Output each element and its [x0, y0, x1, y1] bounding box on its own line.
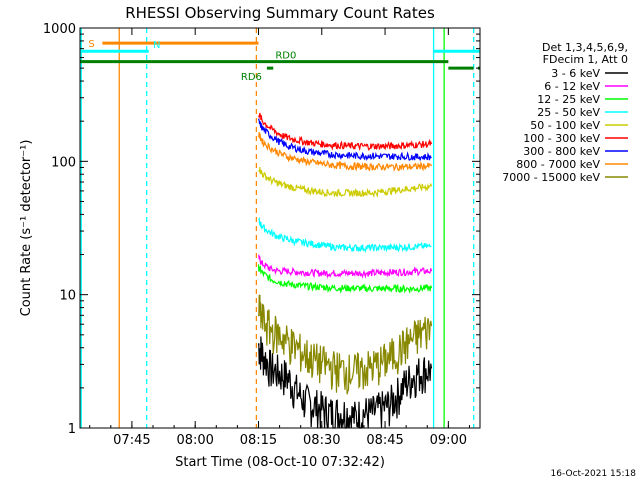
legend-entry-6: 300 - 800 keV — [523, 145, 600, 158]
legend-entry-7: 800 - 7000 keV — [516, 158, 600, 171]
x-tick-label-5: 09:00 — [430, 433, 467, 448]
x-tick-label-4: 08:45 — [366, 433, 403, 448]
series-line-8 — [257, 294, 433, 395]
series-line-0 — [257, 336, 433, 429]
y-tick-label-2: 100 — [51, 155, 76, 170]
vertical-markers — [80, 28, 475, 428]
x-tick-label-2: 08:15 — [240, 433, 277, 448]
series-lines — [257, 112, 433, 429]
status-flag-label-n: N — [153, 40, 160, 51]
x-tick-label-1: 08:00 — [176, 433, 213, 448]
legend-entry-4: 50 - 100 keV — [530, 119, 600, 132]
series-line-6 — [257, 118, 432, 161]
legend-entry-0: 3 - 6 keV — [551, 67, 600, 80]
y-tick-label-3: 1000 — [43, 22, 76, 37]
legend-header-0: Det 1,3,4,5,6,9, — [542, 41, 628, 54]
x-tick-label-3: 08:30 — [303, 433, 340, 448]
legend-header-1: FDecim 1, Att 0 — [543, 53, 628, 66]
legend: Det 1,3,4,5,6,9,FDecim 1, Att 03 - 6 keV… — [502, 41, 628, 184]
legend-entry-3: 25 - 50 keV — [537, 106, 600, 119]
y-tick-label-1: 10 — [59, 289, 76, 304]
series-line-4 — [258, 167, 433, 198]
series-line-1 — [258, 254, 433, 279]
footer-timestamp: 16-Oct-2021 15:18 — [551, 469, 637, 479]
x-tick-label-0: 07:45 — [113, 433, 150, 448]
status-flag-label-rd6: RD6 — [241, 72, 262, 83]
series-line-7 — [257, 132, 433, 172]
axes: 07:45 08:00 08:15 08:30 08:45 09:00 1 10 100 1000 — [43, 22, 480, 448]
status-flags: S N RD0 RD6 — [80, 39, 480, 83]
legend-entry-1: 6 - 12 keV — [544, 80, 600, 93]
x-axis-title: Start Time (08-Oct-10 07:32:42) — [175, 455, 385, 470]
legend-entry-5: 100 - 300 keV — [523, 132, 600, 145]
y-axis-title: Count Rate (s⁻¹ detector⁻¹) — [19, 140, 34, 317]
legend-entry-2: 12 - 25 keV — [537, 93, 600, 106]
y-tick-label-0: 1 — [68, 422, 76, 437]
legend-entry-8: 7000 - 15000 keV — [502, 171, 600, 184]
status-flag-label-rd0: RD0 — [275, 51, 296, 62]
chart-title: RHESSI Observing Summary Count Rates — [125, 4, 435, 22]
status-flag-label-s: S — [88, 39, 94, 50]
series-line-5 — [257, 112, 433, 152]
series-line-3 — [258, 216, 432, 254]
series-line-2 — [257, 264, 433, 295]
